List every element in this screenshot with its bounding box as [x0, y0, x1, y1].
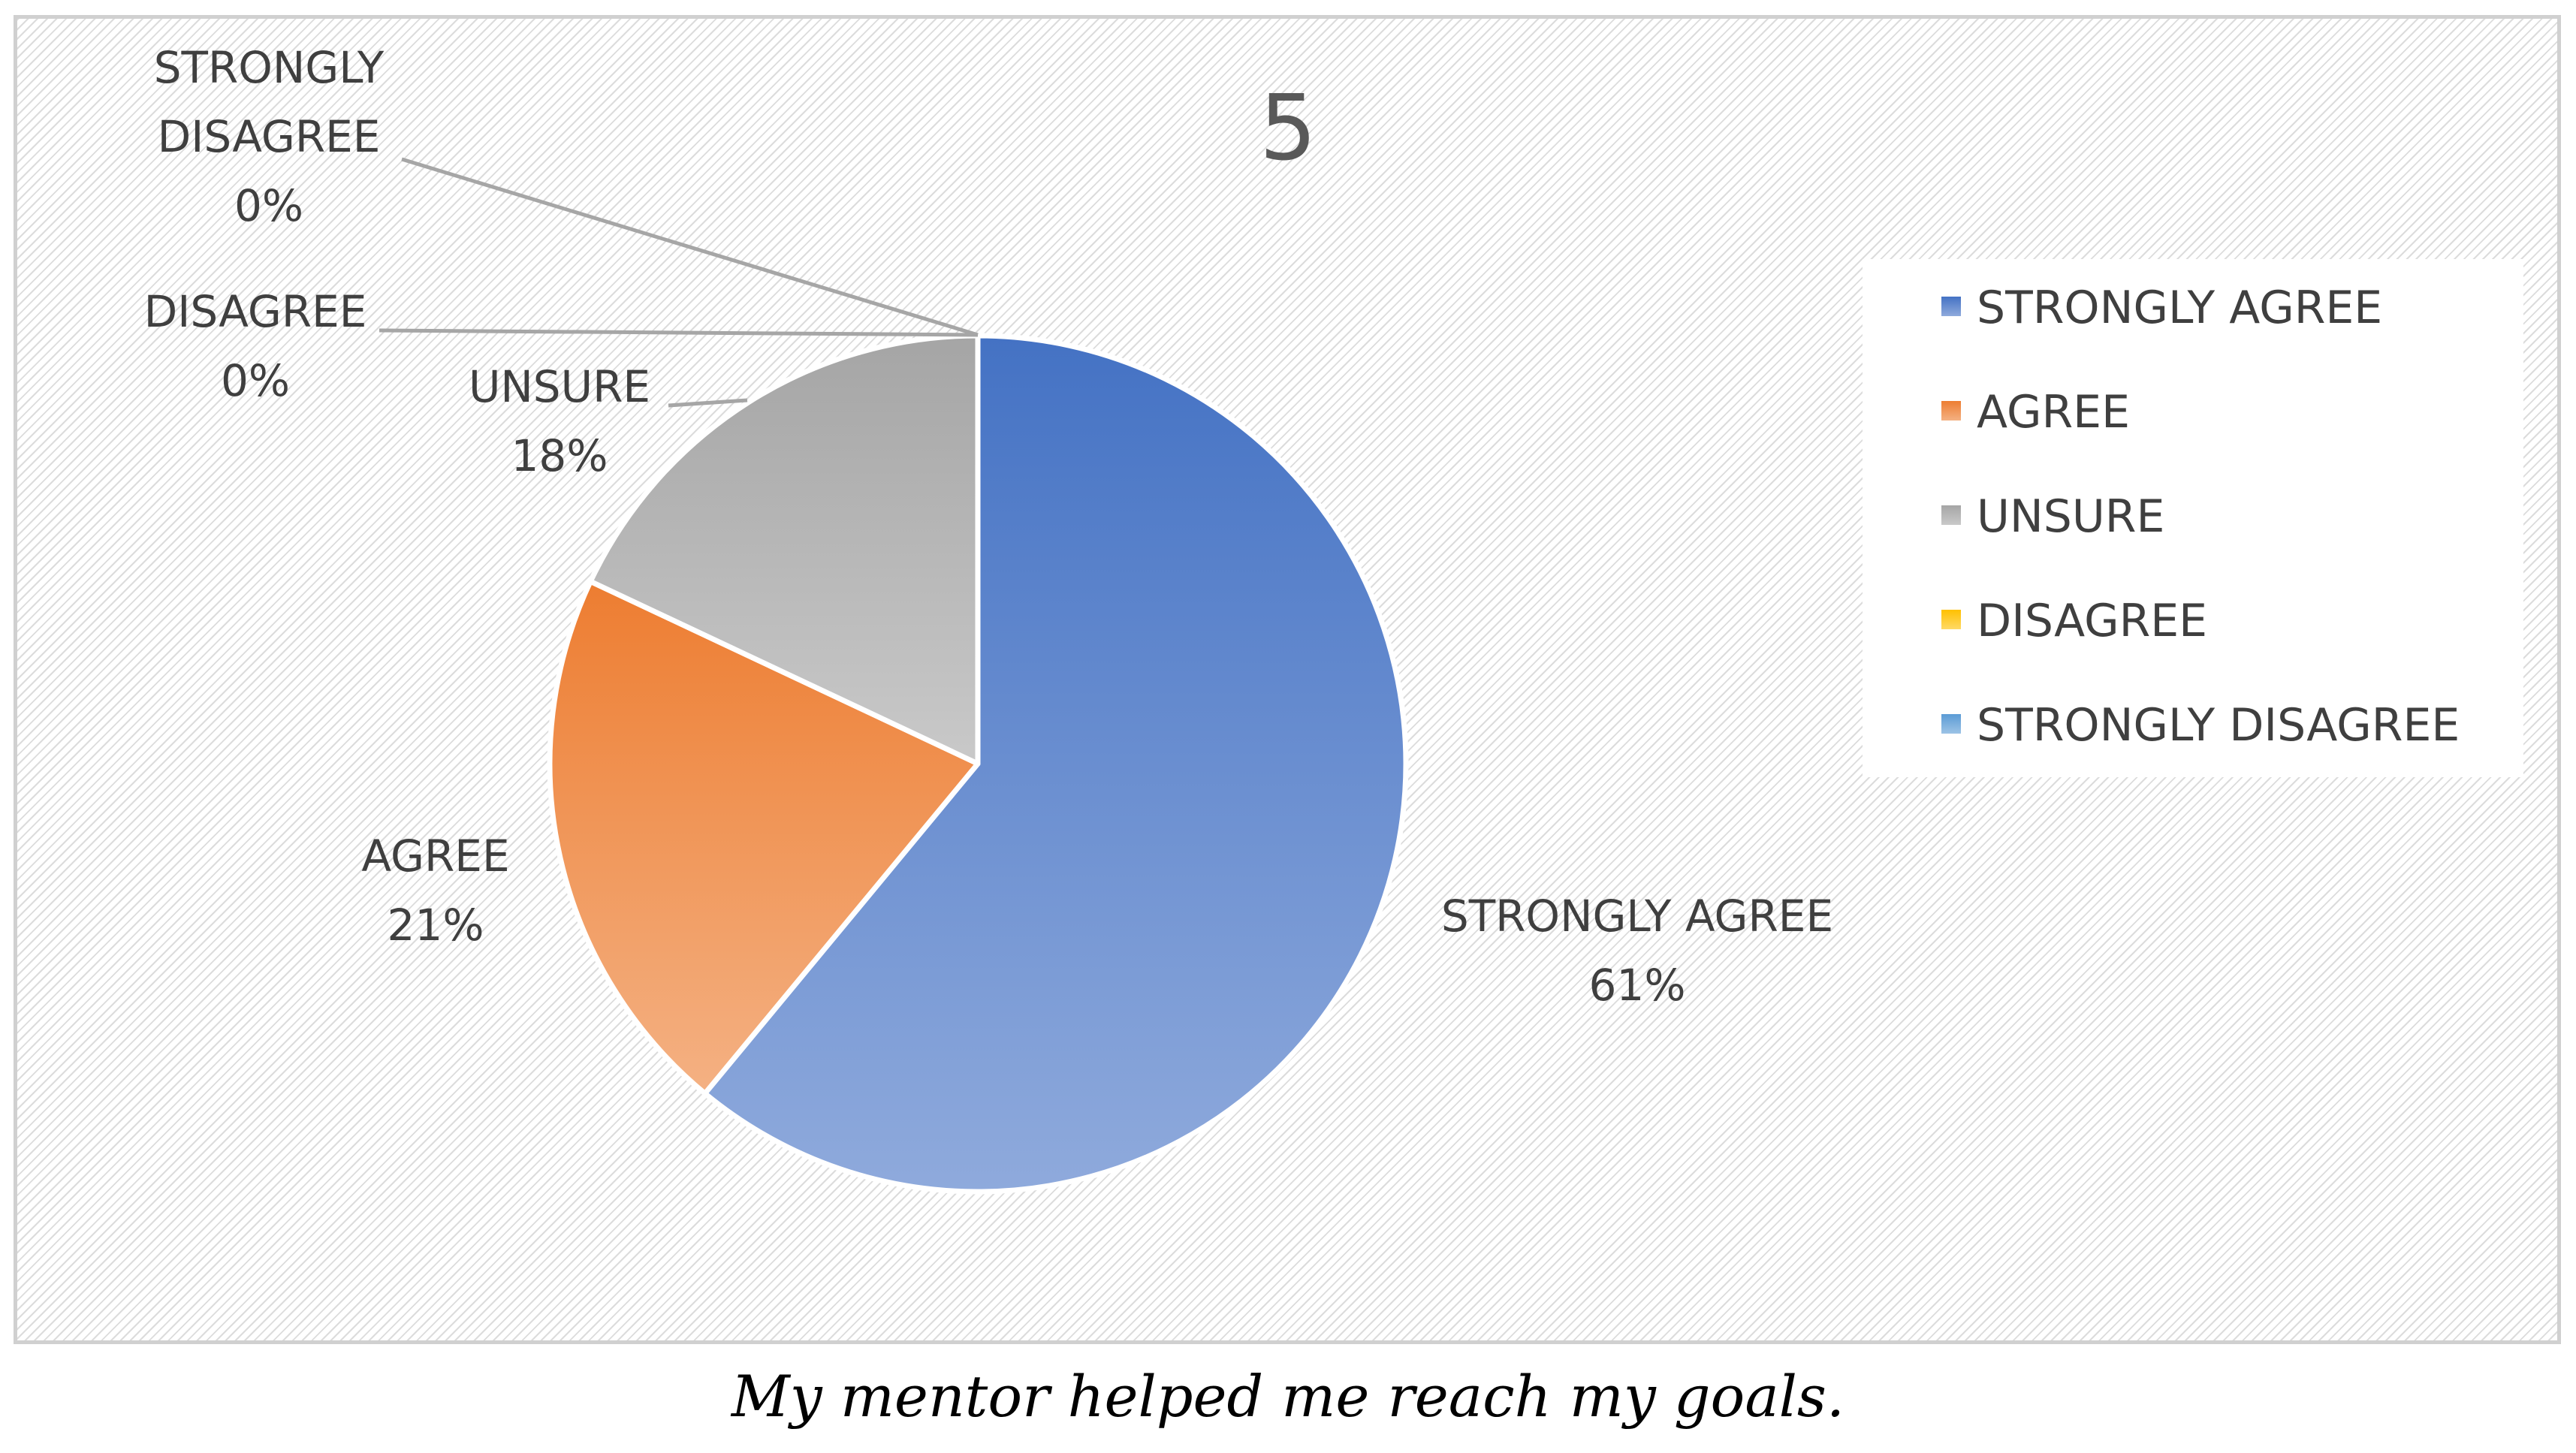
- legend-label: STRONGLY AGREE: [1977, 282, 2382, 334]
- legend-item-strongly-disagree: STRONGLY DISAGREE: [1941, 699, 2460, 752]
- data-label-category: AGREE: [361, 831, 509, 882]
- legend-label: UNSURE: [1977, 490, 2164, 543]
- leader-line-strongly-disagree: [401, 157, 979, 337]
- legend-swatch: [1941, 401, 1961, 421]
- data-label-value: 0%: [221, 355, 290, 406]
- data-label-unsure: UNSURE 18%: [469, 361, 650, 481]
- figure-caption: My mentor helped me reach my goals.: [731, 1363, 1845, 1430]
- data-label-value: 0%: [234, 180, 303, 231]
- legend-item-unsure: UNSURE: [1941, 490, 2164, 543]
- data-label-disagree: DISAGREE 0%: [144, 286, 367, 406]
- leader-line-unsure: [668, 398, 748, 408]
- legend-label: DISAGREE: [1977, 595, 2207, 647]
- legend-label: AGREE: [1977, 386, 2130, 439]
- leader-line-disagree: [379, 328, 979, 337]
- data-label-category: UNSURE: [469, 361, 650, 412]
- legend-swatch: [1941, 505, 1961, 525]
- pie-slice-unsure: [587, 333, 981, 767]
- legend-swatch: [1941, 610, 1961, 629]
- legend: STRONGLY AGREE AGREE UNSURE DISAGREE STR…: [1863, 259, 2523, 777]
- legend-item-agree: AGREE: [1941, 386, 2130, 439]
- data-label-strongly-disagree: STRONGLY DISAGREE 0%: [154, 42, 385, 231]
- legend-swatch: [1941, 297, 1961, 316]
- data-label-value: 61%: [1589, 960, 1686, 1011]
- data-label-category: STRONGLY: [154, 42, 385, 93]
- pie-slice-agree: [547, 578, 981, 1096]
- data-label-category: DISAGREE: [144, 286, 367, 337]
- chart-title: 5: [1259, 77, 1317, 181]
- legend-item-disagree: DISAGREE: [1941, 595, 2207, 647]
- legend-swatch: [1941, 714, 1961, 734]
- legend-background: [1863, 259, 2523, 777]
- legend-label: STRONGLY DISAGREE: [1977, 699, 2460, 752]
- data-label-category: DISAGREE: [158, 111, 381, 162]
- data-label-value: 21%: [388, 900, 484, 951]
- data-label-category: STRONGLY AGREE: [1441, 891, 1833, 942]
- data-label-strongly-agree: STRONGLY AGREE 61%: [1441, 891, 1833, 1011]
- pie-slice-strongly-agree: [702, 333, 1409, 1195]
- data-label-agree: AGREE 21%: [361, 831, 509, 951]
- data-label-value: 18%: [511, 430, 608, 481]
- legend-item-strongly-agree: STRONGLY AGREE: [1941, 282, 2382, 334]
